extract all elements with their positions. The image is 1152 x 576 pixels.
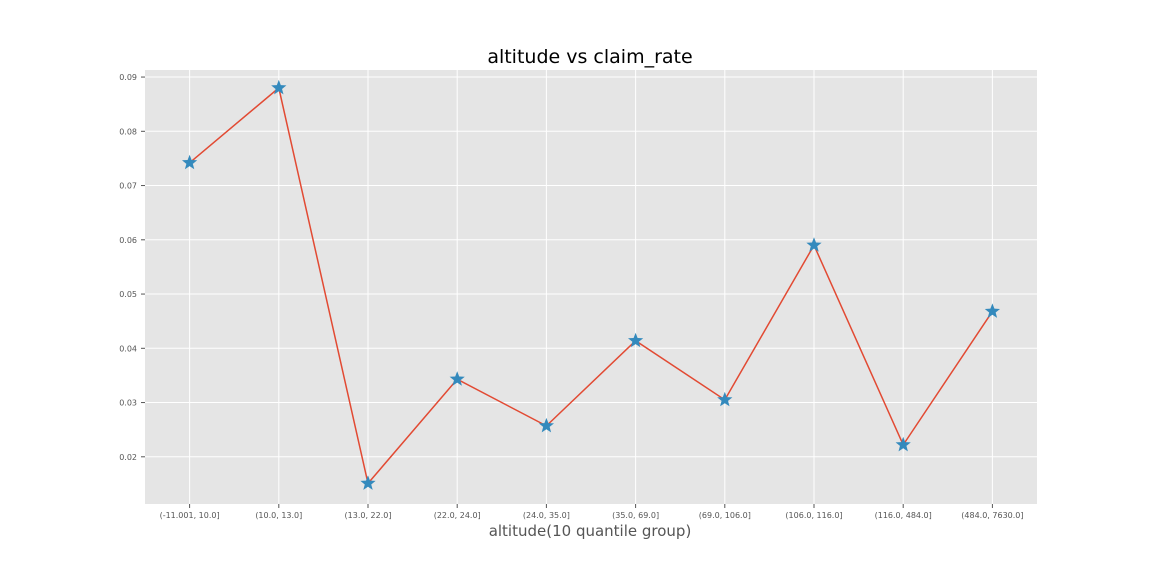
y-tick-label: 0.06 (119, 236, 137, 245)
chart-title: altitude vs claim_rate (487, 46, 692, 68)
x-tick-label: (35.0, 69.0] (612, 511, 659, 520)
grid (145, 70, 1037, 504)
data-point-star (538, 417, 555, 433)
data-point-star (806, 237, 822, 252)
y-tick-label: 0.05 (119, 290, 137, 299)
x-axis-label: altitude(10 quantile group) (489, 522, 692, 540)
data-point-star (360, 475, 376, 490)
x-tick-label: (484.0, 7630.0] (961, 511, 1023, 520)
y-tick-label: 0.08 (119, 127, 137, 136)
x-tick-label: (69.0, 106.0] (699, 511, 751, 520)
x-tick-label: (13.0, 22.0] (345, 511, 392, 520)
y-tick-label: 0.03 (119, 399, 137, 408)
data-point-star (717, 391, 733, 407)
data-point-star (984, 303, 1001, 318)
x-tick-label: (24.0, 35.0] (523, 511, 570, 520)
y-tick-label: 0.09 (119, 73, 137, 82)
data-point-star (181, 154, 198, 170)
data-point-star (895, 436, 911, 452)
series-markers (181, 79, 1001, 490)
axis-ticks: 0.02 0.03 0.04 0.05 0.06 0.07 0.08 0.09 (-11.001… (119, 73, 1023, 520)
data-point-star (449, 371, 465, 386)
data-point-star (627, 332, 644, 348)
x-tick-label: (-11.001, 10.0] (160, 511, 220, 520)
x-tick-label: (106.0, 116.0] (785, 511, 842, 520)
y-tick-label: 0.07 (119, 182, 137, 191)
x-tick-label: (116.0, 484.0] (875, 511, 932, 520)
y-tick-label: 0.02 (119, 453, 137, 462)
x-tick-label: (22.0, 24.0] (434, 511, 481, 520)
data-point-star (271, 79, 287, 95)
series-line (189, 86, 994, 486)
plot-background (145, 70, 1037, 504)
y-tick-label: 0.04 (119, 344, 137, 353)
x-tick-label: (10.0, 13.0] (255, 511, 302, 520)
